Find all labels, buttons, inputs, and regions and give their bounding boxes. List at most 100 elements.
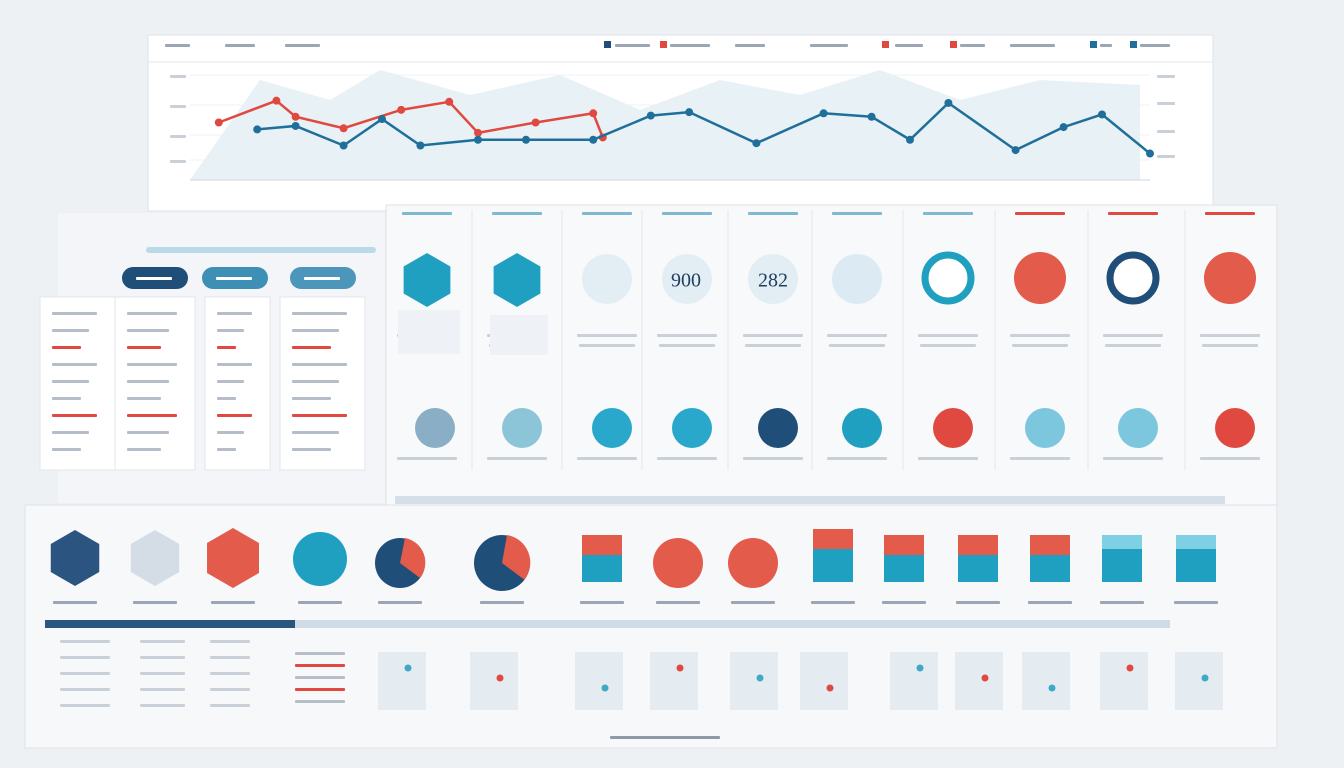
text-placeholder [170, 105, 186, 108]
line-point [291, 112, 300, 121]
text-placeholder [170, 160, 186, 163]
tile-dot [758, 408, 798, 448]
text-placeholder [52, 380, 89, 383]
text-placeholder [140, 656, 185, 659]
text-placeholder [1010, 44, 1055, 47]
text-placeholder [127, 448, 161, 451]
text-placeholder [577, 457, 637, 460]
text-placeholder [1202, 344, 1258, 347]
text-placeholder [170, 135, 186, 138]
tile-icon [1014, 252, 1066, 304]
text-placeholder [832, 212, 882, 215]
text-placeholder [615, 44, 650, 47]
text-placeholder [1105, 344, 1161, 347]
text-placeholder [748, 212, 798, 215]
line-point [867, 112, 876, 121]
text-placeholder [918, 457, 978, 460]
table-cell [1175, 652, 1223, 710]
hexagon-icon [130, 530, 180, 586]
text-placeholder [1174, 601, 1218, 604]
pie-slice [502, 535, 531, 580]
table-cell [1022, 652, 1070, 710]
square-top [1176, 535, 1216, 549]
text-placeholder [52, 414, 97, 417]
tile-icon [582, 254, 632, 304]
pie-slice [400, 538, 426, 578]
line-point [1059, 123, 1068, 132]
text-placeholder [140, 640, 185, 643]
text-placeholder [1157, 155, 1175, 158]
text-placeholder [659, 344, 715, 347]
text-placeholder [295, 676, 345, 679]
line-point [589, 109, 598, 118]
line-point [1011, 146, 1020, 155]
text-placeholder [210, 656, 250, 659]
text-placeholder [1103, 457, 1163, 460]
circle-icon [728, 538, 778, 588]
text-placeholder [402, 212, 452, 215]
line-point [214, 118, 223, 127]
tile-dot [842, 408, 882, 448]
text-placeholder [292, 380, 339, 383]
cell-dot [981, 674, 989, 682]
line-point [1098, 110, 1106, 119]
text-placeholder [217, 414, 252, 417]
table-cell [730, 652, 778, 710]
text-placeholder [577, 334, 637, 337]
tile-dot [1118, 408, 1158, 448]
text-placeholder [60, 640, 110, 643]
text-placeholder [743, 334, 803, 337]
text-placeholder [1103, 334, 1163, 337]
hexagon-icon [207, 528, 259, 588]
table-header [295, 620, 1170, 628]
text-placeholder [210, 672, 250, 675]
line-chart [190, 70, 1154, 181]
text-placeholder [827, 457, 887, 460]
line-point [416, 141, 425, 150]
text-placeholder [210, 640, 250, 643]
card [279, 296, 366, 471]
table-cell [890, 652, 938, 710]
text-placeholder [580, 601, 624, 604]
text-placeholder [1100, 601, 1144, 604]
text-placeholder [127, 397, 161, 400]
tile-dot [502, 408, 542, 448]
text-placeholder [217, 346, 236, 349]
text-placeholder [127, 363, 177, 366]
line-point [685, 108, 694, 117]
text-placeholder [60, 672, 110, 675]
text-placeholder [210, 688, 250, 691]
text-placeholder [304, 277, 340, 280]
line-point [253, 125, 262, 134]
table-cell [470, 652, 518, 710]
square-top [1102, 535, 1142, 549]
text-placeholder [1140, 44, 1170, 47]
text-placeholder [918, 334, 978, 337]
text-placeholder [295, 688, 345, 691]
text-placeholder [1010, 334, 1070, 337]
text-placeholder [731, 601, 775, 604]
text-placeholder [140, 704, 185, 707]
card [114, 296, 196, 471]
mini-table [398, 310, 460, 354]
tile-value: 900 [671, 270, 701, 292]
progress-bar [146, 247, 376, 253]
text-placeholder [217, 329, 244, 332]
text-placeholder [52, 312, 97, 315]
text-placeholder [656, 601, 700, 604]
text-placeholder [217, 363, 252, 366]
legend-swatch [1090, 41, 1097, 48]
cell-dot [676, 664, 684, 672]
text-placeholder [662, 212, 712, 215]
line-point [906, 135, 914, 144]
text-placeholder [217, 380, 244, 383]
text-placeholder [745, 344, 801, 347]
text-placeholder [127, 414, 177, 417]
text-placeholder [1157, 102, 1175, 105]
text-placeholder [217, 397, 236, 400]
text-placeholder [378, 601, 422, 604]
text-placeholder [60, 704, 110, 707]
circle-icon [293, 532, 347, 586]
legend-swatch [604, 41, 611, 48]
